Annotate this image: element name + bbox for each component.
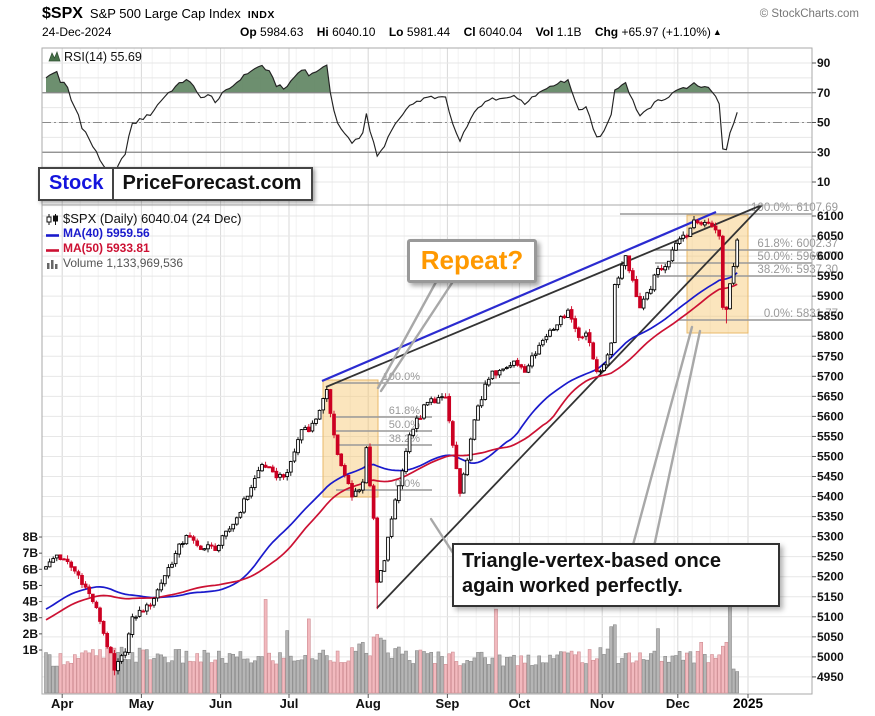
svg-text:5100: 5100	[817, 610, 844, 624]
svg-text:5400: 5400	[817, 490, 844, 504]
open-label: Op	[240, 25, 257, 39]
svg-text:5650: 5650	[817, 389, 844, 403]
legend-ma40: MA(40) 5959.56	[63, 226, 150, 240]
svg-text:5150: 5150	[817, 590, 844, 604]
svg-text:2025: 2025	[733, 696, 764, 711]
legend-ma40-row: MA(40) 5959.56	[46, 226, 241, 241]
svg-text:6000: 6000	[817, 249, 844, 263]
svg-text:5250: 5250	[817, 550, 844, 564]
svg-text:Dec: Dec	[666, 696, 690, 711]
logo-part1: Stock	[40, 169, 115, 199]
svg-text:50: 50	[817, 116, 831, 130]
svg-text:10: 10	[817, 175, 831, 189]
svg-text:6100: 6100	[817, 209, 844, 223]
svg-text:6B: 6B	[23, 562, 39, 576]
svg-text:38.2%: 5937.30: 38.2%: 5937.30	[757, 264, 838, 276]
svg-text:5050: 5050	[817, 630, 844, 644]
legend-volume: Volume 1,133,969,536	[63, 256, 184, 270]
svg-text:2B: 2B	[23, 627, 39, 641]
svg-text:50.0%: 50.0%	[389, 419, 420, 431]
svg-text:0.0%: 5831.77: 0.0%: 5831.77	[764, 308, 838, 320]
svg-text:5750: 5750	[817, 349, 844, 363]
svg-text:5600: 5600	[817, 409, 844, 423]
quote-date: 24-Dec-2024	[42, 25, 112, 39]
svg-text:Nov: Nov	[590, 696, 615, 711]
open-value: 5984.63	[260, 25, 304, 39]
symbol: $SPX	[42, 5, 83, 22]
candlestick-icon	[46, 214, 58, 225]
svg-text:4950: 4950	[817, 670, 844, 684]
svg-text:61.8%: 61.8%	[389, 405, 420, 417]
svg-text:1B: 1B	[23, 643, 39, 657]
legend-title-row: $SPX (Daily) 6040.04 (24 Dec)	[46, 211, 241, 226]
svg-text:Sep: Sep	[435, 696, 459, 711]
stockcharts-credit-link[interactable]: © StockCharts.com	[759, 8, 859, 20]
volume-value: 1.1B	[556, 25, 582, 39]
svg-text:90: 90	[817, 56, 831, 70]
svg-text:Jul: Jul	[280, 696, 299, 711]
rsi-label: RSI(14) 55.69	[64, 50, 142, 64]
svg-text:5300: 5300	[817, 530, 844, 544]
svg-text:7B: 7B	[23, 546, 39, 560]
volume-label: Vol	[535, 25, 554, 39]
legend-title: $SPX (Daily) 6040.04 (24 Dec)	[63, 211, 242, 226]
high-label: Hi	[316, 25, 329, 39]
change-label: Chg	[594, 25, 619, 39]
logo-part2: PriceForecast.com	[122, 172, 302, 194]
low-value: 5981.44	[406, 25, 451, 39]
rsi-mountain-icon	[48, 51, 61, 62]
svg-text:5450: 5450	[817, 470, 844, 484]
change-value: +65.97 (+1.10%)	[621, 25, 711, 39]
svg-text:5550: 5550	[817, 429, 844, 443]
svg-text:3B: 3B	[23, 611, 39, 625]
svg-text:70: 70	[817, 86, 831, 100]
exchange: INDX	[247, 9, 275, 21]
close-label: Cl	[463, 25, 476, 39]
svg-text:5B: 5B	[23, 578, 39, 592]
symbol-name: S&P 500 Large Cap Index	[89, 6, 241, 21]
chart-header: $SPX S&P 500 Large Cap Index INDX	[42, 5, 275, 23]
high-value: 6040.10	[332, 25, 376, 39]
svg-text:30: 30	[817, 145, 831, 159]
svg-text:5850: 5850	[817, 309, 844, 323]
svg-text:5500: 5500	[817, 449, 844, 463]
legend-volume-row: Volume 1,133,969,536	[46, 256, 241, 271]
ohlc-values: Op 5984.63 Hi 6040.10 Lo 5981.44 Cl 6040…	[230, 25, 722, 39]
ma50-line-icon	[46, 249, 59, 252]
ma40-line-icon	[46, 234, 59, 237]
svg-text:Oct: Oct	[509, 696, 531, 711]
low-label: Lo	[388, 25, 404, 39]
repeat-annotation: Repeat?	[407, 239, 537, 283]
svg-text:5950: 5950	[817, 269, 844, 283]
svg-text:May: May	[129, 696, 155, 711]
svg-text:50.0%: 5969.77: 50.0%: 5969.77	[757, 251, 838, 263]
svg-text:6050: 6050	[817, 229, 844, 243]
rsi-legend: RSI(14) 55.69	[48, 50, 142, 64]
legend-ma50: MA(50) 5933.81	[63, 241, 150, 255]
svg-text:5000: 5000	[817, 650, 844, 664]
legend-ma50-row: MA(50) 5933.81	[46, 241, 241, 256]
triangle-vertex-annotation: Triangle-vertex-based once again worked …	[452, 543, 780, 607]
svg-text:4B: 4B	[23, 595, 39, 609]
svg-text:8B: 8B	[23, 530, 39, 544]
svg-text:Apr: Apr	[51, 696, 73, 711]
watermark-logo: Stock PriceForecast.com	[38, 167, 314, 201]
svg-text:5800: 5800	[817, 329, 844, 343]
quote-row: 24-Dec-2024 Op 5984.63 Hi 6040.10 Lo 598…	[42, 25, 857, 39]
up-arrow-icon: ▲	[712, 27, 722, 37]
close-value: 6040.04	[478, 25, 523, 39]
svg-text:61.8%: 6002.37: 61.8%: 6002.37	[757, 238, 838, 250]
svg-text:5350: 5350	[817, 510, 844, 524]
price-legend: $SPX (Daily) 6040.04 (24 Dec) MA(40) 595…	[46, 211, 241, 271]
svg-text:5200: 5200	[817, 570, 844, 584]
svg-text:38.2%: 38.2%	[389, 433, 420, 445]
svg-text:Aug: Aug	[356, 696, 381, 711]
svg-text:5700: 5700	[817, 369, 844, 383]
svg-text:Jun: Jun	[209, 696, 232, 711]
volume-bars-icon	[47, 260, 58, 269]
svg-text:5900: 5900	[817, 289, 844, 303]
